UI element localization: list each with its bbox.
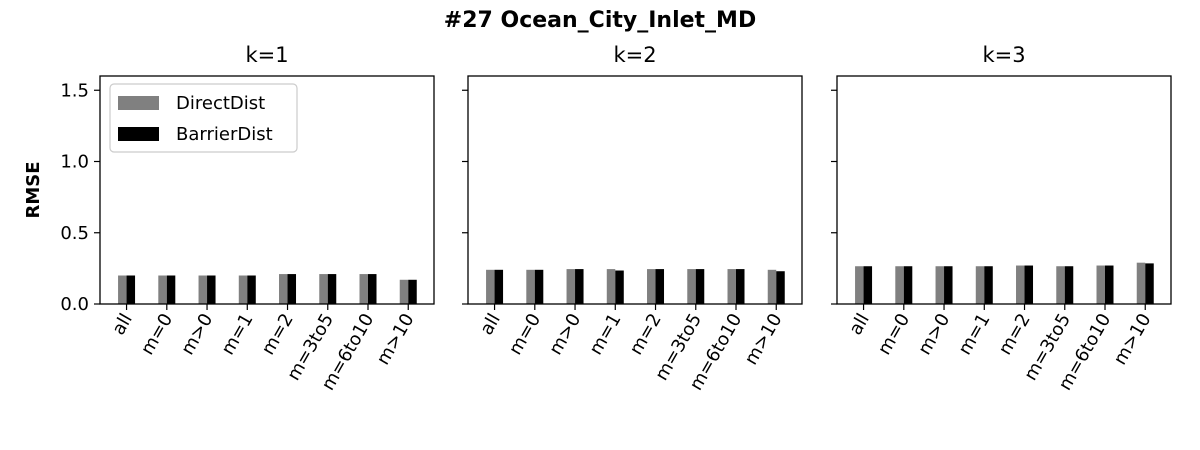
x-tick-label: m>10 (1110, 310, 1156, 369)
bar-BarrierDist (984, 266, 993, 304)
bar-BarrierDist (944, 266, 953, 304)
y-tick-label: 1.0 (60, 152, 89, 173)
bar-BarrierDist (327, 274, 337, 304)
bar-BarrierDist (207, 275, 216, 304)
bar-DirectDist (238, 275, 248, 304)
bar-DirectDist (975, 266, 985, 304)
x-tick-label: m>10 (373, 310, 419, 369)
x-tick-label: m>0 (545, 310, 585, 359)
axes-frame (467, 75, 803, 305)
x-tick-label: m>0 (177, 310, 217, 359)
bar-DirectDist (526, 269, 535, 304)
bar-BarrierDist (534, 269, 544, 304)
panel-title: k=2 (613, 43, 656, 67)
bar-BarrierDist (863, 266, 873, 304)
bar-BarrierDist (247, 275, 256, 304)
bar-BarrierDist (1105, 265, 1114, 304)
x-tick-label: m=1 (217, 310, 257, 359)
bar-DirectDist (319, 274, 328, 304)
bar-BarrierDist (695, 269, 705, 304)
bar-DirectDist (399, 279, 409, 304)
x-tick-label: m>10 (741, 310, 787, 369)
bar-DirectDist (1016, 265, 1025, 304)
bar-DirectDist (647, 269, 656, 304)
x-tick-label: m=0 (137, 310, 177, 359)
axes-frame (836, 75, 1172, 305)
x-tick-label: all (845, 310, 874, 339)
bar-DirectDist (486, 269, 495, 304)
y-tick-label: 0.0 (60, 294, 89, 315)
bar-BarrierDist (494, 269, 504, 304)
bar-DirectDist (895, 266, 904, 304)
x-tick-label: m=1 (585, 310, 625, 359)
bar-DirectDist (855, 266, 864, 304)
bar-DirectDist (1096, 265, 1106, 304)
panel-title: k=1 (245, 43, 288, 67)
x-tick-label: m=0 (505, 310, 545, 359)
bar-DirectDist (118, 275, 127, 304)
x-tick-label: m=1 (954, 310, 994, 359)
bar-BarrierDist (1064, 266, 1074, 304)
bar-BarrierDist (1024, 265, 1034, 304)
x-tick-label: all (476, 310, 505, 339)
x-tick-label: m=2 (995, 310, 1035, 359)
bar-BarrierDist (368, 274, 377, 304)
figure-title: #27 Ocean_City_Inlet_MD (444, 8, 756, 33)
bar-DirectDist (566, 269, 576, 304)
bar-BarrierDist (615, 270, 624, 304)
bar-BarrierDist (655, 269, 665, 304)
legend-label: BarrierDist (176, 124, 273, 145)
bar-DirectDist (687, 269, 696, 304)
bar-DirectDist (158, 275, 167, 304)
legend-label: DirectDist (176, 93, 265, 114)
bar-BarrierDist (776, 271, 785, 304)
bar-DirectDist (198, 275, 208, 304)
bar-BarrierDist (166, 275, 176, 304)
legend-swatch (118, 127, 159, 141)
bar-BarrierDist (287, 274, 297, 304)
bar-DirectDist (935, 266, 945, 304)
y-tick-label: 0.5 (60, 223, 89, 244)
legend-swatch (118, 96, 159, 110)
bar-DirectDist (606, 269, 616, 304)
bar-DirectDist (359, 274, 369, 304)
x-tick-label: m=0 (874, 310, 914, 359)
legend: DirectDist BarrierDist (109, 83, 298, 153)
bar-BarrierDist (126, 275, 136, 304)
panel-title: k=3 (982, 43, 1025, 67)
bar-BarrierDist (575, 269, 584, 304)
bar-DirectDist (1136, 262, 1146, 304)
bar-DirectDist (1056, 266, 1065, 304)
bar-DirectDist (727, 269, 737, 304)
x-tick-label: m=2 (626, 310, 666, 359)
bar-BarrierDist (903, 266, 913, 304)
x-tick-label: all (108, 310, 137, 339)
x-tick-label: m=2 (258, 310, 298, 359)
y-axis-label: RMSE (23, 161, 44, 218)
bar-DirectDist (279, 274, 288, 304)
bar-DirectDist (767, 269, 777, 304)
x-tick-label: m>0 (914, 310, 954, 359)
bar-BarrierDist (408, 279, 417, 304)
bar-BarrierDist (1145, 263, 1154, 304)
y-tick-label: 1.5 (60, 80, 89, 101)
axes-frame (99, 75, 435, 305)
bar-BarrierDist (736, 269, 745, 304)
